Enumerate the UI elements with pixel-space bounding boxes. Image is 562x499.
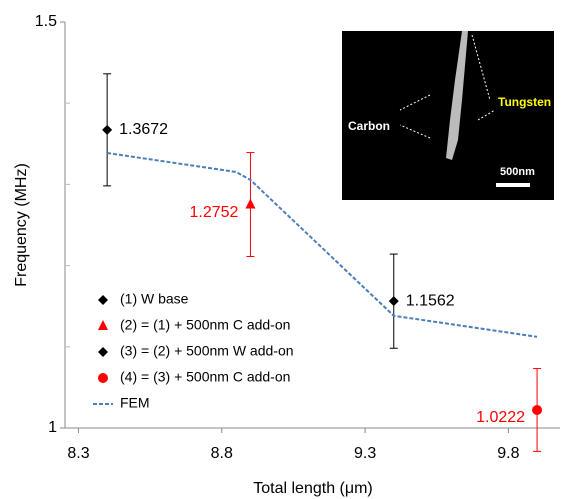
data-label: 1.1562 xyxy=(406,292,455,309)
legend-marker xyxy=(98,373,108,383)
legend-label: (2) = (1) + 500nm C add-on xyxy=(120,317,290,333)
legend-label: FEM xyxy=(120,395,150,411)
x-tick-label: 8.8 xyxy=(211,445,233,462)
legend-marker xyxy=(98,295,108,305)
data-label: 1.3672 xyxy=(119,121,168,138)
legend-label: (3) = (2) + 500nm W add-on xyxy=(120,343,294,359)
y-tick-label: 1.5 xyxy=(35,13,57,30)
y-tick-label: 1 xyxy=(48,419,57,436)
inset-label: Tungsten xyxy=(498,95,551,109)
legend-marker xyxy=(98,320,108,330)
y-axis-label: Frequency (MHz) xyxy=(13,163,30,287)
fem-line xyxy=(106,151,538,338)
data-label: 1.0222 xyxy=(476,409,525,426)
x-tick-label: 8.3 xyxy=(67,445,89,462)
inset-label: 500nm xyxy=(500,166,535,178)
point xyxy=(102,124,113,135)
legend-marker xyxy=(98,347,108,357)
x-tick-label: 9.8 xyxy=(497,445,519,462)
point xyxy=(388,296,399,307)
point xyxy=(532,404,543,415)
inset-arrows xyxy=(399,34,496,139)
data-label: 1.2752 xyxy=(190,204,239,221)
inset-background xyxy=(342,31,554,200)
x-axis-label: Total length (μm) xyxy=(253,480,372,497)
inset-image: Carbon Tungsten 500nm xyxy=(342,31,554,200)
inset-label: Carbon xyxy=(348,119,390,133)
legend-label: (1) W base xyxy=(120,291,189,307)
inset-wire xyxy=(446,31,468,160)
scale-bar xyxy=(496,183,530,187)
x-tick-label: 9.3 xyxy=(354,445,376,462)
point xyxy=(245,198,256,209)
legend-label: (4) = (3) + 500nm C add-on xyxy=(120,369,290,385)
